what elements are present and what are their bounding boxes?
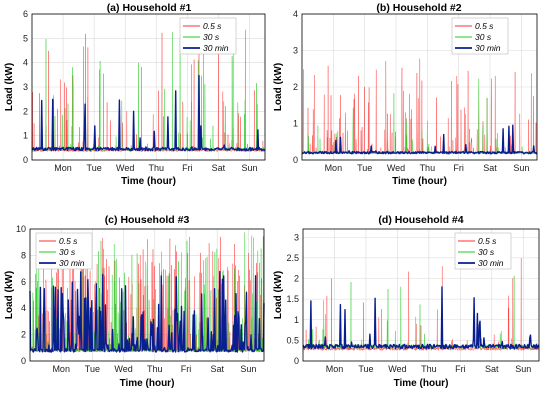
y-tick-label: 5	[23, 33, 28, 43]
y-tick-label: 3	[294, 232, 299, 242]
x-tick-label: Sun	[515, 364, 531, 374]
legend: 0.5 s30 s30 min	[454, 232, 512, 270]
panel-1: 0 1 2 3 4 5 6 Mon Tue Wed Thu Fri Sat Sun 0.5 s30 s30 …	[4, 2, 266, 187]
legend-label: 0.5 s	[478, 236, 497, 246]
x-tick-label: Thu	[149, 163, 165, 173]
y-tick-label: 8	[21, 250, 26, 260]
y-tick-label: 6	[23, 9, 28, 19]
x-axis-label: Time (hour)	[121, 176, 176, 187]
y-tick-label: 6	[21, 277, 26, 287]
y-tick-label: 4	[21, 303, 26, 313]
chart-title: (d) Household #4	[378, 214, 463, 226]
legend-label: 30 min	[475, 43, 501, 53]
legend-label: 30 min	[203, 43, 229, 53]
x-tick-label: Fri	[453, 163, 464, 173]
y-axis-label: Load (kW)	[4, 271, 15, 319]
x-tick-label: Wed	[387, 163, 405, 173]
x-tick-label: Wed	[388, 364, 406, 374]
x-tick-label: Fri	[455, 364, 466, 374]
x-tick-label: Thu	[421, 364, 437, 374]
x-tick-label: Mon	[325, 163, 343, 173]
x-tick-label: Tue	[358, 364, 373, 374]
chart-title: (a) Household #1	[107, 2, 192, 14]
y-tick-label: 4	[23, 58, 28, 68]
axes-frame	[301, 13, 538, 161]
x-tick-label: Wed	[114, 364, 132, 374]
y-tick-label: 2	[21, 330, 26, 340]
chart-title: (b) Household #2	[376, 2, 461, 14]
legend-label: 30 s	[59, 247, 76, 257]
legend-label: 30 min	[478, 258, 504, 268]
panel-3: 0 2 4 6 8 10 Mon Tue Wed Thu Fri Sat Sun 0.5 s30 s30 …	[4, 214, 265, 389]
y-tick-label: 2.5	[286, 253, 299, 263]
y-tick-label: 0	[294, 356, 299, 366]
x-tick-label: Sat	[483, 163, 497, 173]
legend-box	[179, 17, 237, 55]
chart-title: (c) Household #3	[105, 214, 190, 226]
x-tick-label: Sat	[485, 364, 499, 374]
y-tick-label: 0	[23, 155, 28, 165]
x-tick-label: Thu	[147, 364, 163, 374]
y-axis-label: Load (kW)	[273, 271, 284, 319]
x-tick-label: Thu	[420, 163, 436, 173]
x-tick-label: Fri	[181, 364, 192, 374]
x-tick-label: Sun	[240, 364, 256, 374]
x-axis-label: Time (hour)	[392, 176, 447, 187]
series-line-3	[301, 124, 538, 155]
x-tick-label: Tue	[357, 163, 372, 173]
legend-label: 0.5 s	[475, 21, 494, 31]
y-tick-label: 1	[23, 131, 28, 141]
series-line-3	[302, 286, 540, 350]
series-line-3	[31, 74, 266, 152]
y-tick-label: 3	[23, 82, 28, 92]
legend-label: 0.5 s	[59, 236, 78, 246]
legend-label: 30 s	[478, 247, 495, 257]
x-tick-label: Sat	[210, 364, 224, 374]
y-axis-label: Load (kW)	[273, 63, 284, 111]
panel-2: 0 1 2 3 4 Mon Tue Wed Thu Fri Sat Sun 0.5 s30 s30 mi…	[273, 2, 538, 187]
y-tick-label: 2	[293, 82, 298, 92]
axes-frame	[29, 228, 265, 362]
y-axis-label: Load (kW)	[4, 63, 15, 111]
y-tick-label: 0	[293, 155, 298, 165]
x-axis-label: Time (hour)	[394, 378, 449, 389]
x-tick-label: Mon	[326, 364, 344, 374]
x-tick-label: Wed	[116, 163, 134, 173]
legend: 0.5 s30 s30 min	[179, 17, 237, 55]
axes-frame	[302, 228, 540, 362]
x-tick-label: Sun	[513, 163, 529, 173]
x-tick-label: Tue	[85, 364, 100, 374]
legend-label: 30 s	[475, 32, 492, 42]
y-tick-label: 3	[293, 46, 298, 56]
y-tick-label: 1.5	[286, 294, 299, 304]
y-tick-label: 0.5	[286, 335, 299, 345]
y-tick-label: 1	[294, 315, 299, 325]
x-tick-label: Sun	[241, 163, 257, 173]
series-line-3	[29, 270, 265, 353]
x-tick-label: Tue	[87, 163, 102, 173]
y-tick-label: 1	[293, 119, 298, 129]
x-tick-label: Sat	[212, 163, 226, 173]
y-tick-label: 0	[21, 356, 26, 366]
y-tick-label: 10	[16, 224, 26, 234]
x-tick-label: Mon	[54, 163, 72, 173]
y-tick-label: 2	[294, 274, 299, 284]
legend-label: 0.5 s	[203, 21, 222, 31]
legend-label: 30 s	[203, 32, 220, 42]
legend: 0.5 s30 s30 min	[35, 232, 93, 270]
y-tick-label: 4	[293, 9, 298, 19]
legend-label: 30 min	[59, 258, 85, 268]
x-tick-label: Mon	[52, 364, 70, 374]
legend: 0.5 s30 s30 min	[451, 17, 509, 55]
x-axis-label: Time (hour)	[120, 378, 175, 389]
y-tick-label: 2	[23, 106, 28, 116]
x-tick-label: Fri	[182, 163, 193, 173]
axes-frame	[31, 13, 266, 161]
